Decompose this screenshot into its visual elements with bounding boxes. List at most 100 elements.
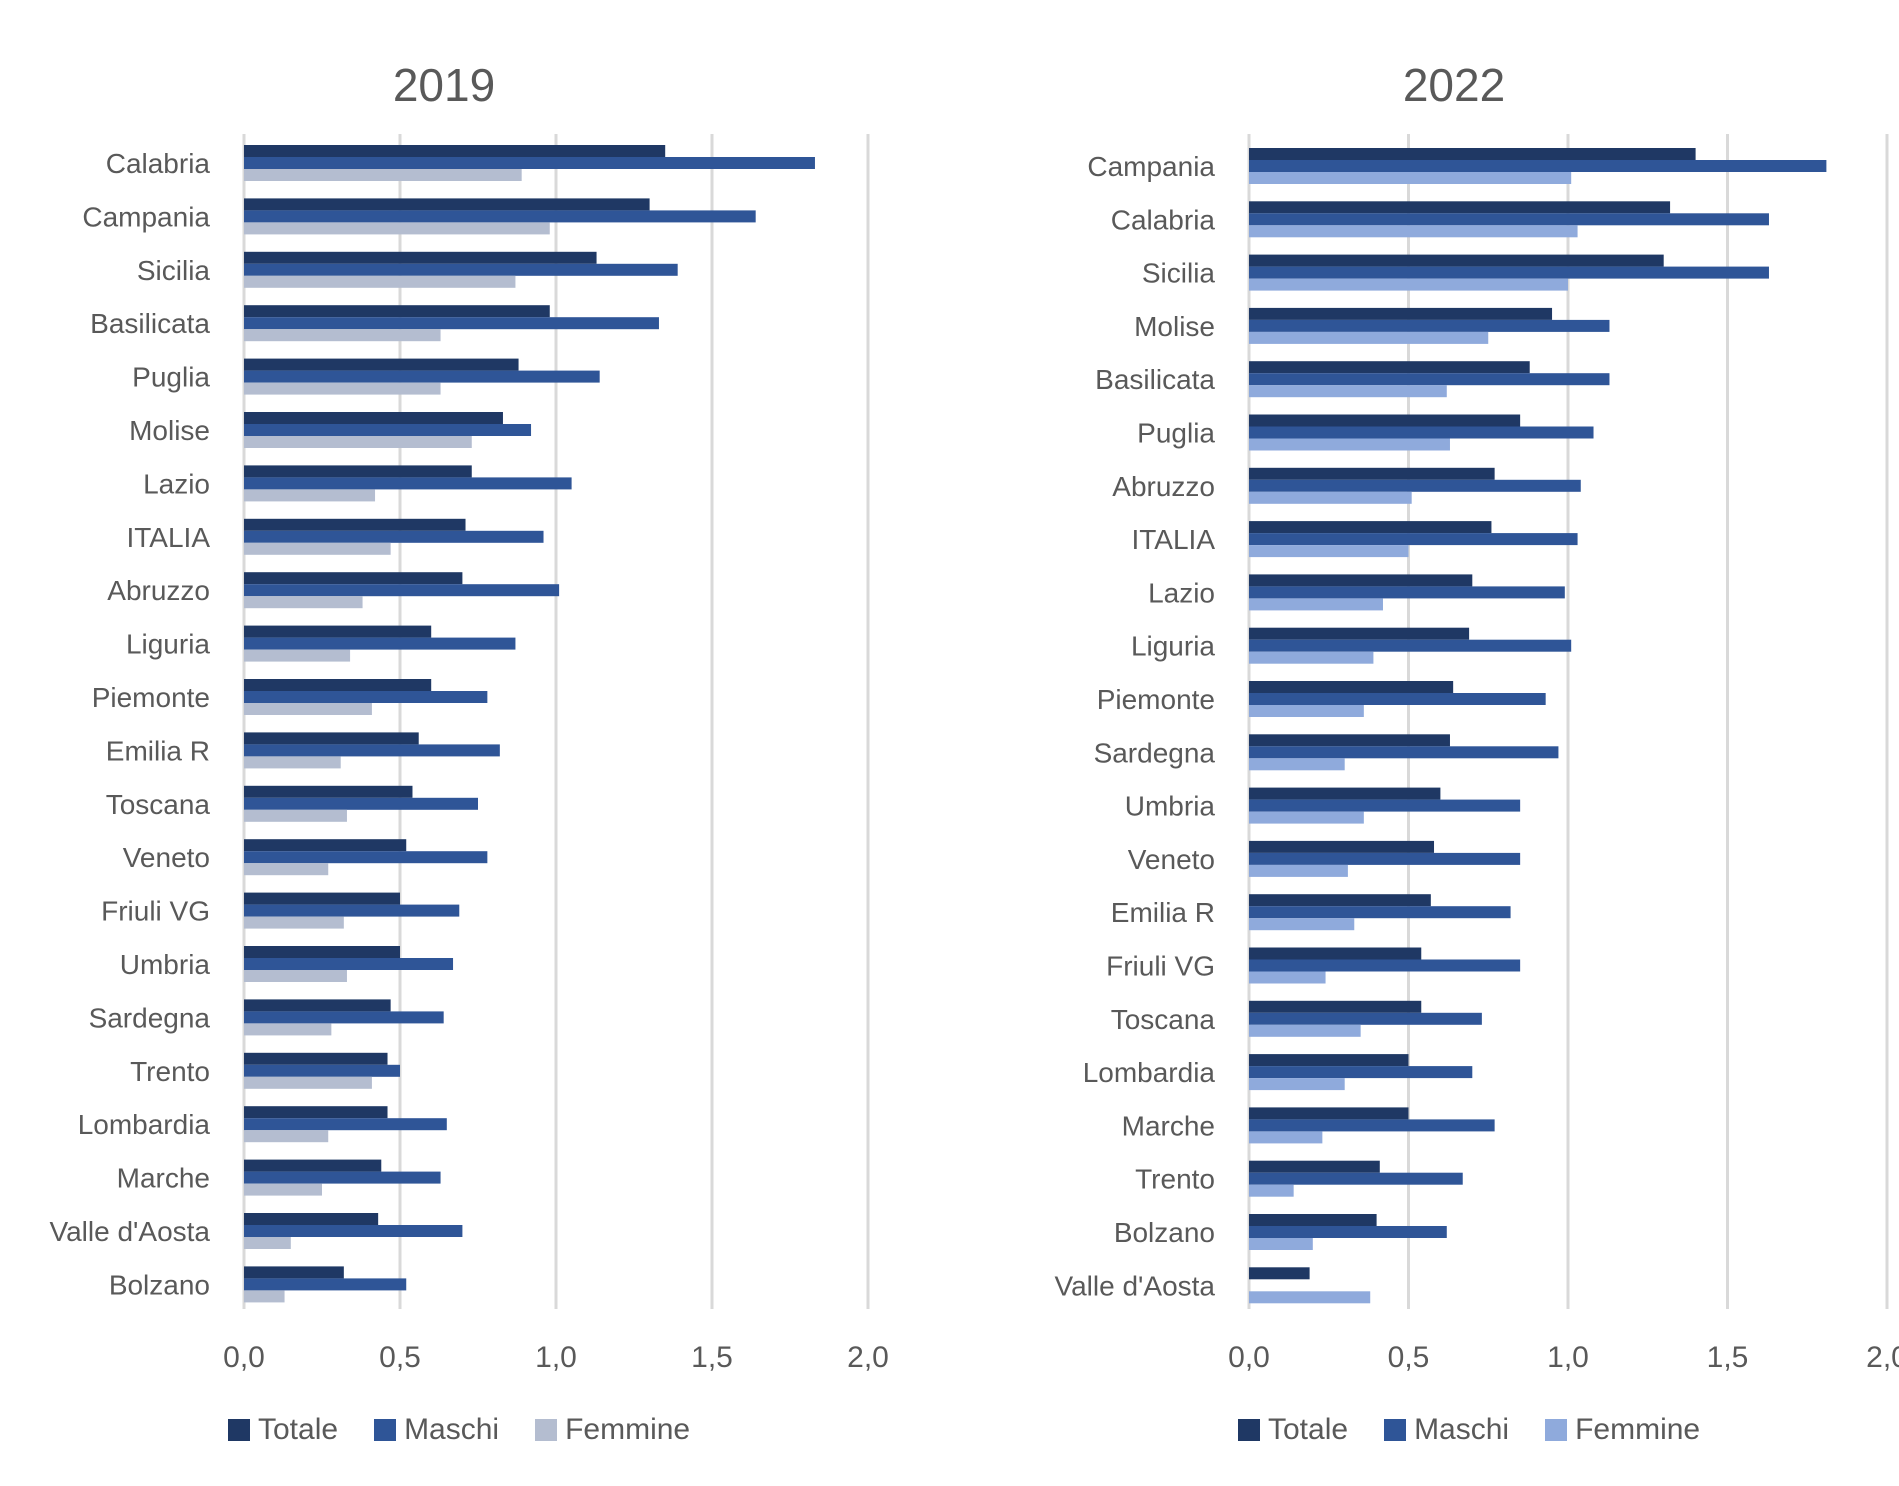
bar-femmine (244, 970, 347, 982)
bar-totale (244, 358, 519, 371)
legend-item-totale: Totale (1238, 1413, 1348, 1447)
x-tick-label: 2,0 (847, 1341, 889, 1374)
category-label: Calabria (106, 148, 211, 179)
bar-maschi (1249, 533, 1578, 546)
category-label: Abruzzo (1112, 471, 1215, 502)
bar-femmine (1249, 864, 1348, 877)
bar-maschi (244, 958, 454, 970)
category-label: Veneto (1128, 844, 1215, 875)
bar-maschi (244, 744, 500, 757)
bar-maschi (244, 1011, 444, 1024)
category-label: Friuli VG (101, 896, 210, 927)
bar-femmine (1249, 971, 1326, 984)
bar-maschi (1249, 693, 1546, 705)
chart-title: 2022 (1402, 59, 1506, 111)
bar-femmine (244, 1130, 329, 1143)
bar-maschi (244, 263, 678, 276)
chart-title: 2019 (392, 59, 496, 111)
bar-femmine (1249, 705, 1364, 717)
legend: Totale Maschi Femmine (1238, 1413, 1700, 1447)
category-label: Liguria (126, 629, 210, 660)
swatch-femmine (1545, 1419, 1568, 1441)
bar-femmine (244, 489, 376, 502)
bar-maschi (1249, 852, 1521, 865)
bar-maschi (244, 1171, 441, 1184)
category-label: Lombardia (1083, 1057, 1216, 1088)
bar-maschi (244, 637, 516, 650)
bar-totale (244, 1159, 382, 1172)
bar-femmine (244, 863, 329, 876)
category-label: Veneto (123, 842, 210, 873)
x-tick-label: 1,5 (691, 1341, 733, 1374)
bar-femmine (244, 916, 344, 929)
category-label: Sicilia (137, 255, 211, 286)
bar-totale (1249, 467, 1495, 480)
bar-femmine (244, 222, 550, 235)
bar-totale (1249, 1160, 1380, 1173)
legend-item-femmine: Femmine (535, 1413, 690, 1447)
bar-femmine (1249, 385, 1447, 398)
category-label: Lazio (143, 468, 210, 499)
legend-label-maschi: Maschi (1414, 1413, 1510, 1446)
bar-totale (1249, 1000, 1422, 1013)
bar-totale (1249, 681, 1454, 693)
x-tick-label: 0,0 (223, 1341, 265, 1374)
swatch-totale (228, 1419, 250, 1441)
bar-femmine (244, 756, 341, 769)
bar-maschi (244, 1225, 463, 1237)
bar-totale (1249, 574, 1473, 587)
category-label: Basilicata (1095, 364, 1215, 395)
bar-femmine (1249, 491, 1412, 504)
bar-totale (244, 412, 503, 424)
bar-totale (1249, 361, 1530, 374)
bar-maschi (1249, 479, 1581, 492)
bar-totale (244, 839, 407, 852)
bar-maschi (244, 584, 560, 597)
legend-item-maschi: Maschi (374, 1413, 499, 1447)
bar-maschi (244, 1118, 447, 1131)
category-label: Liguria (1131, 631, 1215, 662)
bar-femmine (1249, 1238, 1313, 1250)
bar-totale (244, 625, 432, 638)
category-label: Emilia R (1111, 897, 1215, 928)
bar-maschi (1249, 426, 1594, 439)
bar-totale (244, 251, 597, 264)
category-label: Calabria (1111, 204, 1216, 235)
bar-femmine (1249, 598, 1383, 611)
category-label: Campania (1087, 151, 1215, 182)
category-label: Valle d'Aosta (1055, 1270, 1216, 1301)
category-label: Lombardia (78, 1109, 211, 1140)
x-tick-label: 0,5 (1388, 1341, 1430, 1374)
bar-totale (244, 679, 432, 691)
bar-totale (1249, 414, 1521, 427)
bar-totale (244, 1266, 344, 1279)
bar-femmine (1249, 651, 1374, 664)
bar-femmine (1249, 811, 1364, 824)
category-label: Sicilia (1142, 258, 1216, 289)
bar-maschi (1249, 906, 1511, 919)
bar-maschi (1249, 1066, 1473, 1079)
bar-totale (244, 1052, 388, 1065)
category-label: Emilia R (106, 735, 210, 766)
category-label: Toscana (106, 789, 211, 820)
category-label: Marche (1122, 1110, 1215, 1141)
swatch-maschi (374, 1419, 397, 1441)
category-label: Bolzano (1114, 1217, 1215, 1248)
swatch-femmine (535, 1419, 558, 1441)
bar-femmine (1249, 545, 1409, 558)
bar-maschi (244, 797, 478, 810)
bar-femmine (244, 809, 347, 822)
legend-label-totale: Totale (1268, 1413, 1349, 1446)
bar-maschi (1249, 160, 1827, 172)
x-tick-label: 0,5 (379, 1341, 421, 1374)
bar-femmine (244, 436, 472, 448)
bar-femmine (244, 329, 441, 342)
category-label: Umbria (120, 949, 211, 980)
bar-maschi (1249, 1012, 1482, 1025)
legend: Totale Maschi Femmine (228, 1413, 690, 1447)
bar-maschi (244, 1064, 400, 1077)
bar-maschi (1249, 1119, 1495, 1132)
category-label: Sardegna (1094, 737, 1216, 768)
x-tick-label: 1,5 (1707, 1341, 1749, 1374)
category-label: Valle d'Aosta (50, 1216, 211, 1247)
